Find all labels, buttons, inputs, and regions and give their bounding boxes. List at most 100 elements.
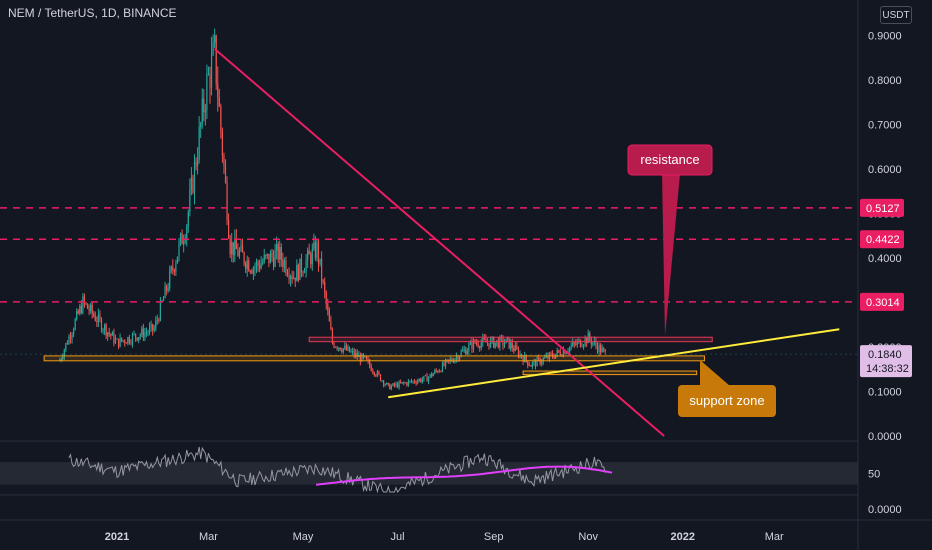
candle-body [238, 250, 241, 257]
candle-body [266, 253, 268, 256]
candle-body [541, 362, 543, 365]
candle-body [415, 382, 417, 384]
candle-body [392, 383, 394, 386]
candle-body [348, 346, 351, 353]
candle-body [88, 308, 90, 312]
candle-body [466, 350, 468, 355]
candle-body [294, 277, 296, 282]
candle-body [130, 342, 132, 344]
candle-body [596, 345, 599, 353]
candle-body [290, 276, 292, 280]
candle-body [223, 155, 225, 166]
candle-body [214, 35, 216, 44]
last-price-label: 0.1840 [868, 349, 902, 361]
candle-body [317, 242, 320, 264]
candle-body [175, 263, 177, 272]
candle-body [432, 373, 434, 377]
candle-body [111, 332, 113, 336]
candle-body [452, 361, 454, 363]
candle-body [559, 351, 561, 356]
candle-body [234, 238, 236, 256]
candle-body [192, 177, 194, 193]
candle-body [262, 261, 264, 264]
candle-body [245, 263, 247, 269]
candle-body [538, 357, 540, 359]
candle-body [483, 337, 485, 340]
candle-body [297, 264, 299, 281]
candle-body [462, 350, 464, 352]
candle-body [197, 159, 199, 167]
candle-body [310, 254, 312, 265]
candle-body [215, 35, 217, 84]
y-tick-label: 0.8000 [868, 75, 902, 87]
candle-body [198, 127, 200, 160]
candle-body [400, 381, 402, 384]
candle-body [279, 246, 281, 260]
candle-body [156, 319, 158, 321]
candle-body [505, 338, 507, 344]
candle-body [437, 370, 439, 373]
candle-body [66, 343, 68, 345]
candle-body [547, 355, 549, 359]
candle-body [94, 315, 96, 321]
candle-body [147, 332, 149, 334]
candle-body [293, 277, 295, 279]
candle-body [551, 353, 554, 357]
candle-body [438, 370, 440, 373]
candle-body [325, 292, 327, 305]
candle-body [499, 337, 501, 348]
support-zone [522, 370, 698, 376]
candle-body [69, 336, 72, 339]
candle-body [206, 74, 208, 111]
candle-body [108, 332, 110, 334]
candle-body [356, 352, 358, 358]
candle-body [384, 384, 386, 386]
level-badge [860, 230, 904, 249]
candle-body [410, 380, 413, 382]
candle-body [342, 348, 344, 352]
candle-body [96, 320, 98, 323]
candle-body [443, 362, 445, 366]
candle-body [469, 341, 471, 345]
x-tick-label: 2021 [105, 531, 129, 543]
candle-body [263, 255, 265, 262]
candle-body [370, 365, 372, 371]
candle-body [300, 258, 303, 273]
candle-body [491, 337, 493, 340]
candle-body [272, 256, 275, 267]
currency-button[interactable]: USDT [880, 6, 912, 24]
candle-body [131, 334, 134, 344]
candle-body [158, 319, 160, 321]
candle-body [344, 345, 346, 349]
candle-body [465, 349, 467, 355]
candle-body [224, 165, 227, 183]
candle-body [331, 329, 334, 343]
candle-body [338, 347, 340, 349]
y-tick-label: 0.6000 [868, 164, 902, 176]
candle-body [486, 342, 489, 344]
candle-body [167, 288, 169, 291]
candle-body [573, 342, 575, 344]
candle-body [313, 242, 315, 249]
candle-body [542, 358, 544, 363]
candle-body [296, 264, 298, 282]
candle-body [255, 261, 258, 267]
candle-body [359, 355, 361, 362]
candle-body [449, 359, 451, 361]
candle-body [389, 384, 391, 390]
candle-body [378, 371, 380, 375]
x-tick-label: Mar [765, 531, 784, 543]
candle-body [316, 242, 318, 259]
candle-body [424, 375, 427, 377]
candle-body [73, 329, 75, 335]
candle-body [564, 350, 566, 354]
candle-body [80, 306, 82, 313]
candle-body [522, 357, 524, 362]
y-tick-label: 0.9000 [868, 31, 902, 43]
candle-body [435, 370, 437, 372]
candle-body [455, 356, 458, 359]
candle-body [513, 348, 515, 351]
candle-body [527, 360, 529, 366]
resistance-zone [308, 336, 713, 343]
